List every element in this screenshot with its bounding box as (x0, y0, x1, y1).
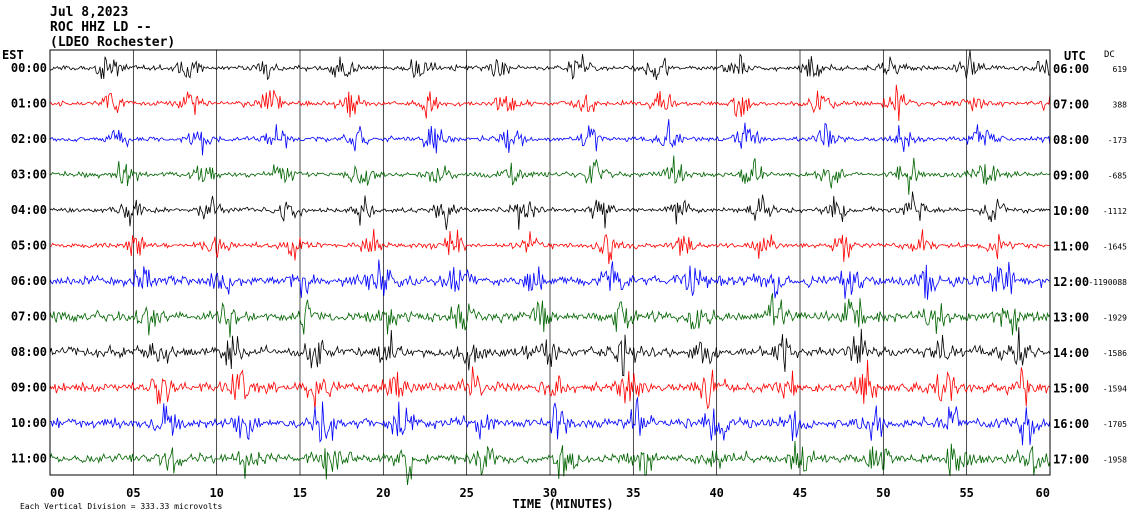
utc-hour-label: 06:00 (1053, 62, 1089, 76)
x-tick-label: 55 (959, 486, 973, 500)
utc-hour-label: 10:00 (1053, 204, 1089, 218)
dc-column-title: DC (1104, 50, 1115, 60)
dc-offset-label: 619 (1113, 65, 1128, 74)
est-hour-label: 08:00 (11, 345, 47, 359)
trace-0100 (49, 84, 1051, 121)
est-hour-label: 00:00 (11, 61, 47, 75)
est-hour-label: 09:00 (11, 381, 47, 395)
est-hour-label: 05:00 (11, 239, 47, 253)
utc-hour-label: 13:00 (1053, 311, 1089, 325)
record-date: Jul 8,2023 (50, 5, 128, 20)
dc-offset-label: -1958 (1103, 456, 1127, 465)
dc-offset-label: -1586 (1103, 349, 1127, 358)
est-hour-label: 11:00 (11, 452, 47, 466)
est-axis-title: EST (2, 48, 24, 62)
x-tick-label: 20 (376, 486, 390, 500)
utc-hour-label: 16:00 (1053, 417, 1089, 431)
time-gridlines (49, 50, 1051, 475)
trace-1000 (49, 397, 1051, 446)
x-axis-label: TIME (MINUTES) (512, 497, 613, 511)
trace-0900 (49, 359, 1051, 411)
plot-frame (49, 49, 1051, 476)
x-tick-label: 40 (709, 486, 723, 500)
est-hour-label: 07:00 (11, 310, 47, 324)
x-tick-label: 10 (209, 486, 223, 500)
x-tick-label: 45 (793, 486, 807, 500)
dc-offset-label: -1705 (1103, 420, 1127, 429)
dc-offset-label: -1594 (1103, 385, 1127, 394)
trace-0300 (49, 155, 1051, 195)
est-hour-label: 02:00 (11, 132, 47, 146)
x-tick-label: 60 (1036, 486, 1050, 500)
x-tick-labels: 00 05 10 15 20 25 30 35 40 45 50 55 60 (50, 486, 1050, 500)
vertical-division-note: Each Vertical Division = 333.33 microvol… (20, 502, 222, 511)
station-code: ROC HHZ LD -- (50, 20, 152, 35)
est-hour-label: 01:00 (11, 97, 47, 111)
dc-offset-label: 388 (1113, 101, 1128, 110)
x-tick-label: 05 (126, 486, 140, 500)
dc-offset-label: -1190088 (1088, 278, 1127, 287)
utc-hour-label: 12:00 (1053, 275, 1089, 289)
utc-hour-label: 08:00 (1053, 133, 1089, 147)
x-tick-label: 00 (50, 486, 64, 500)
utc-hour-label: 15:00 (1053, 382, 1089, 396)
x-tick-label: 30 (543, 486, 557, 500)
trace-0400 (49, 191, 1051, 230)
station-location: (LDEO Rochester) (50, 35, 175, 50)
dc-offset-label: -173 (1108, 136, 1127, 145)
trace-0200 (49, 119, 1051, 156)
utc-hour-label: 07:00 (1053, 98, 1089, 112)
trace-0700 (49, 293, 1051, 338)
x-tick-label: 25 (459, 486, 473, 500)
utc-hour-label: 11:00 (1053, 240, 1089, 254)
utc-hour-label: 09:00 (1053, 169, 1089, 183)
utc-axis-title: UTC (1064, 49, 1086, 63)
trace-1100 (49, 440, 1051, 486)
seismic-traces (49, 49, 1051, 486)
trace-0800 (49, 327, 1051, 377)
dc-offset-label: -685 (1108, 172, 1127, 181)
utc-hour-label: 17:00 (1053, 453, 1089, 467)
x-tick-label: 15 (293, 486, 307, 500)
row-labels: 00:00 06:00 619 01:00 07:00 388 02:00 08:00 -173… (11, 61, 1127, 467)
est-hour-label: 10:00 (11, 416, 47, 430)
dc-offset-label: -1929 (1103, 314, 1127, 323)
trace-0000 (49, 49, 1051, 81)
dc-offset-label: -1112 (1103, 207, 1127, 216)
trace-0600 (49, 259, 1051, 300)
dc-offset-label: -1645 (1103, 243, 1127, 252)
est-hour-label: 04:00 (11, 203, 47, 217)
utc-hour-label: 14:00 (1053, 346, 1089, 360)
x-tick-label: 35 (626, 486, 640, 500)
trace-0500 (49, 228, 1051, 265)
est-hour-label: 03:00 (11, 168, 47, 182)
est-hour-label: 06:00 (11, 274, 47, 288)
x-tick-label: 50 (876, 486, 890, 500)
